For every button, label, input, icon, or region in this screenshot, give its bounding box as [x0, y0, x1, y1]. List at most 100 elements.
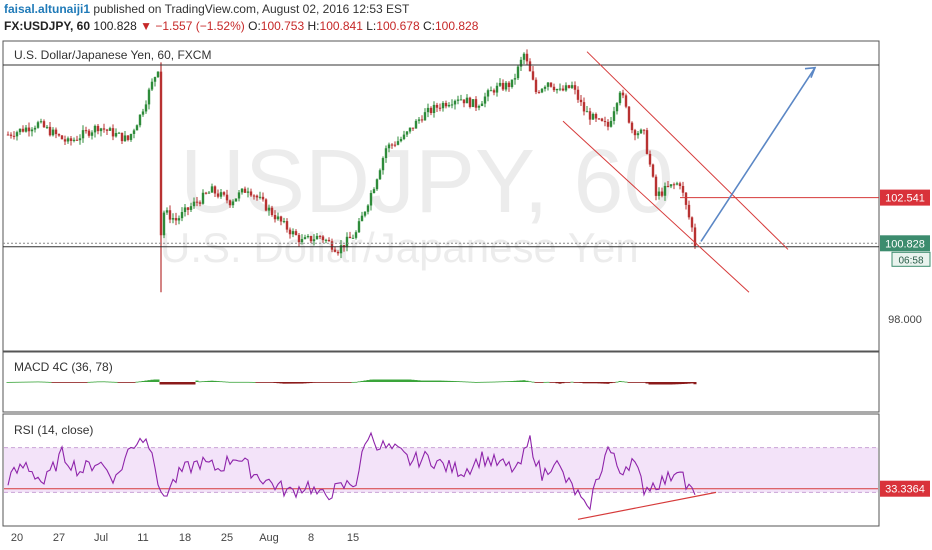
macd-bar [33, 381, 37, 383]
macd-bar [675, 382, 679, 385]
macd-bar [132, 382, 136, 383]
macd-bar [177, 382, 181, 385]
macd-bar [153, 379, 157, 382]
current-price-badge-bg [880, 235, 930, 252]
macd-bar [495, 381, 499, 383]
macd-bar [471, 381, 475, 383]
macd-histogram [6, 379, 697, 385]
macd-bar [231, 381, 235, 383]
macd-bar [687, 382, 691, 384]
macd-bar [255, 382, 259, 383]
macd-bar [531, 381, 535, 383]
x-tick-label: Aug [259, 532, 279, 544]
macd-bar [477, 381, 481, 383]
candle-body [279, 216, 283, 222]
candle-body [516, 66, 520, 79]
candle-body [138, 114, 142, 126]
macd-bar [12, 381, 16, 383]
candle-body [255, 195, 259, 198]
macd-bar [552, 382, 556, 383]
candle-body [231, 201, 235, 206]
macd-bar [468, 381, 472, 383]
macd-bar [459, 381, 463, 383]
candle-body [315, 235, 319, 240]
macd-bar [24, 381, 28, 383]
candle-body [144, 104, 148, 112]
author-link[interactable]: faisal.altunaiji1 [4, 2, 91, 16]
countdown-bg [891, 251, 931, 267]
candle-body [129, 133, 133, 140]
candle-body [435, 104, 439, 108]
candle-body [252, 195, 256, 197]
macd-bar [219, 381, 223, 383]
macd-bar [294, 382, 298, 384]
axes: 20 27 Jul 11 18 25 Aug 8 15 98.000 102.541 100.828 0… [11, 189, 931, 544]
candle-body [636, 133, 640, 136]
macd-bar [369, 379, 373, 382]
resistance-price-badge: 102.541 [885, 193, 925, 205]
candle-body [33, 127, 37, 130]
candle-body [318, 235, 322, 237]
candle-body [405, 131, 409, 135]
candle-body [657, 191, 661, 196]
candle-body [123, 135, 127, 142]
candle-body [588, 111, 592, 120]
macd-bar [285, 382, 289, 384]
macd-bar [357, 381, 361, 383]
macd-bar [546, 381, 550, 383]
rsi-band [4, 447, 878, 493]
macd-bar [474, 382, 478, 383]
candle-body [363, 211, 367, 216]
macd-bar [606, 382, 610, 384]
candle-body [267, 207, 271, 211]
macd-bar [399, 379, 403, 382]
l-label: L: [366, 19, 377, 33]
macd-bar [108, 381, 112, 383]
price-candles [6, 49, 697, 293]
candle-body [9, 134, 13, 136]
candle-body [558, 88, 562, 90]
candle-body [426, 107, 430, 113]
candle-body [690, 217, 694, 228]
symbol-label: FX:USDJPY, 60 [4, 19, 91, 33]
candle-body [555, 89, 559, 91]
candle-body [294, 231, 298, 236]
macd-bar [651, 382, 655, 385]
c-value: 100.828 [435, 19, 479, 33]
macd-bar [489, 381, 493, 383]
macd-bar [396, 379, 400, 382]
macd-bar [363, 380, 367, 382]
candle-body [27, 127, 31, 132]
candle-body [366, 205, 370, 212]
macd-bar [183, 382, 187, 385]
down-arrow-icon: ▼ [140, 19, 153, 33]
candle-body [675, 183, 679, 185]
macd-bar [45, 381, 49, 383]
candle-body [69, 138, 73, 141]
candle-body [291, 231, 295, 235]
macd-bar [588, 382, 592, 384]
candle-body [201, 192, 205, 204]
macd-bar [9, 381, 13, 383]
macd-bar [642, 382, 646, 383]
macd-bar [612, 382, 616, 383]
candle-body [336, 251, 340, 254]
candle-body [213, 186, 217, 194]
macd-bar [549, 382, 553, 383]
macd-bar [405, 379, 409, 382]
candle-body [630, 122, 634, 131]
macd-bar [414, 380, 418, 382]
macd-bar [621, 381, 625, 383]
macd-bar [123, 382, 127, 383]
macd-bar [159, 382, 163, 385]
candle-body [447, 104, 451, 107]
macd-bar [522, 380, 526, 382]
candle-body [24, 127, 28, 132]
candle-body [411, 127, 415, 129]
macd-bar [186, 382, 190, 385]
candle-body [147, 89, 151, 105]
candle-body [198, 202, 202, 204]
macd-bar [639, 382, 643, 383]
macd-bar [66, 382, 70, 383]
